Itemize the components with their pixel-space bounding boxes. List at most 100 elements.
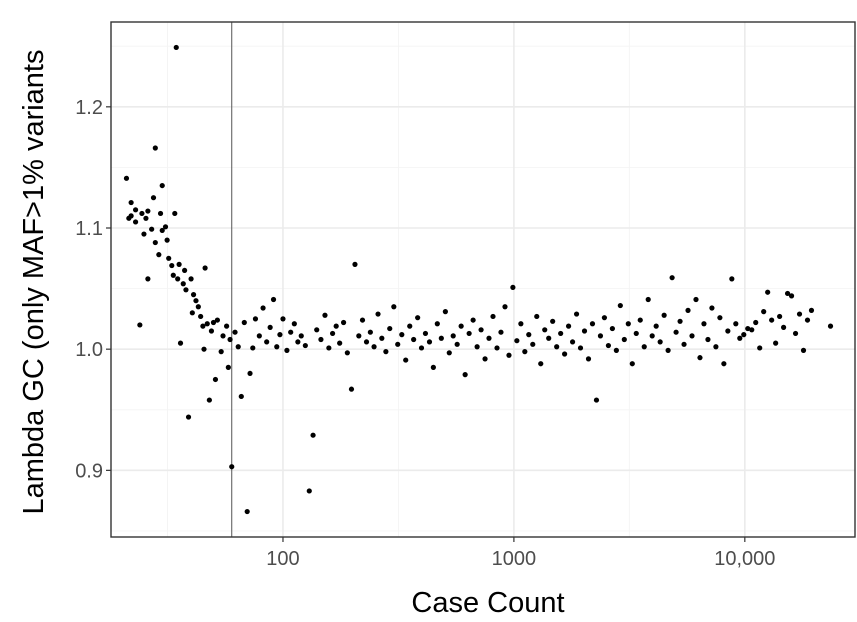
data-point bbox=[162, 224, 169, 230]
data-point bbox=[633, 330, 639, 337]
data-point bbox=[534, 313, 540, 320]
data-point bbox=[371, 344, 377, 350]
data-point bbox=[565, 323, 572, 329]
data-point bbox=[494, 345, 500, 351]
data-point bbox=[649, 333, 655, 339]
data-point bbox=[462, 372, 468, 378]
data-point bbox=[210, 319, 217, 326]
data-point bbox=[617, 302, 623, 309]
data-point bbox=[415, 315, 421, 321]
data-point bbox=[264, 339, 270, 345]
data-point bbox=[333, 323, 339, 329]
data-point bbox=[741, 332, 747, 338]
data-point bbox=[238, 393, 244, 400]
data-point bbox=[123, 175, 130, 181]
data-point bbox=[284, 347, 290, 353]
data-point bbox=[159, 182, 165, 189]
data-point bbox=[280, 316, 286, 322]
data-point bbox=[418, 345, 425, 351]
data-point bbox=[573, 311, 580, 317]
data-point bbox=[375, 311, 381, 317]
data-point bbox=[193, 298, 199, 304]
data-point bbox=[274, 344, 280, 350]
data-point bbox=[498, 329, 504, 335]
data-point bbox=[601, 315, 608, 321]
data-point bbox=[318, 336, 324, 343]
data-point bbox=[132, 207, 139, 213]
data-point bbox=[637, 317, 643, 323]
data-point bbox=[510, 284, 516, 290]
data-point bbox=[466, 330, 472, 337]
data-point bbox=[562, 351, 568, 357]
data-point bbox=[784, 290, 791, 297]
data-point bbox=[169, 262, 175, 269]
data-point bbox=[685, 307, 691, 313]
data-point bbox=[705, 336, 711, 343]
data-point bbox=[446, 350, 452, 356]
data-point bbox=[800, 347, 807, 353]
data-point bbox=[260, 305, 266, 311]
data-point bbox=[514, 338, 520, 344]
data-point bbox=[244, 508, 250, 515]
data-point bbox=[383, 349, 389, 355]
data-point bbox=[132, 219, 139, 225]
data-point bbox=[502, 304, 508, 310]
data-point bbox=[391, 304, 397, 310]
data-point bbox=[225, 364, 231, 370]
data-point bbox=[152, 145, 158, 151]
data-point bbox=[589, 321, 596, 327]
data-point bbox=[454, 341, 460, 347]
data-point bbox=[166, 255, 172, 261]
data-point bbox=[348, 386, 355, 392]
data-point bbox=[306, 488, 312, 494]
data-point bbox=[518, 321, 524, 327]
data-point bbox=[458, 323, 464, 329]
data-point bbox=[792, 330, 799, 337]
data-point bbox=[176, 261, 182, 267]
data-point bbox=[777, 313, 783, 320]
data-point bbox=[542, 327, 548, 333]
data-point bbox=[804, 317, 811, 323]
data-point bbox=[689, 333, 695, 339]
data-point bbox=[430, 364, 436, 370]
data-point bbox=[701, 321, 707, 327]
data-point bbox=[288, 329, 294, 335]
data-point bbox=[359, 317, 366, 323]
data-point bbox=[737, 335, 743, 341]
data-point bbox=[550, 318, 556, 324]
data-point bbox=[204, 321, 210, 327]
data-point bbox=[653, 323, 659, 329]
y-tick-label: 1.0 bbox=[75, 339, 103, 361]
data-point bbox=[693, 296, 699, 303]
data-point bbox=[522, 349, 528, 355]
data-point bbox=[490, 313, 496, 320]
data-point bbox=[474, 344, 480, 350]
data-point bbox=[721, 361, 727, 367]
data-point bbox=[407, 323, 413, 329]
data-point bbox=[145, 208, 151, 214]
data-point bbox=[753, 319, 759, 326]
data-point bbox=[808, 307, 815, 313]
data-point bbox=[526, 332, 532, 338]
data-point bbox=[247, 370, 253, 377]
data-point bbox=[177, 340, 184, 346]
data-point bbox=[733, 321, 739, 327]
y-tick-label: 1.1 bbox=[75, 218, 103, 240]
data-point bbox=[546, 335, 552, 341]
data-point bbox=[143, 215, 149, 221]
data-point bbox=[593, 397, 600, 403]
data-point bbox=[757, 345, 763, 351]
data-point bbox=[180, 281, 186, 287]
data-point bbox=[164, 237, 170, 243]
y-axis-ticks: 0.9 1.0 1.1 1.2 bbox=[75, 97, 111, 482]
data-point bbox=[200, 323, 206, 329]
data-point bbox=[773, 340, 779, 346]
data-point bbox=[156, 252, 162, 258]
data-point bbox=[411, 336, 417, 343]
data-point bbox=[208, 328, 215, 334]
data-point bbox=[665, 347, 671, 353]
y-tick-label: 1.2 bbox=[75, 97, 103, 119]
data-point bbox=[329, 330, 336, 337]
data-point bbox=[761, 309, 767, 315]
data-point bbox=[486, 335, 492, 341]
